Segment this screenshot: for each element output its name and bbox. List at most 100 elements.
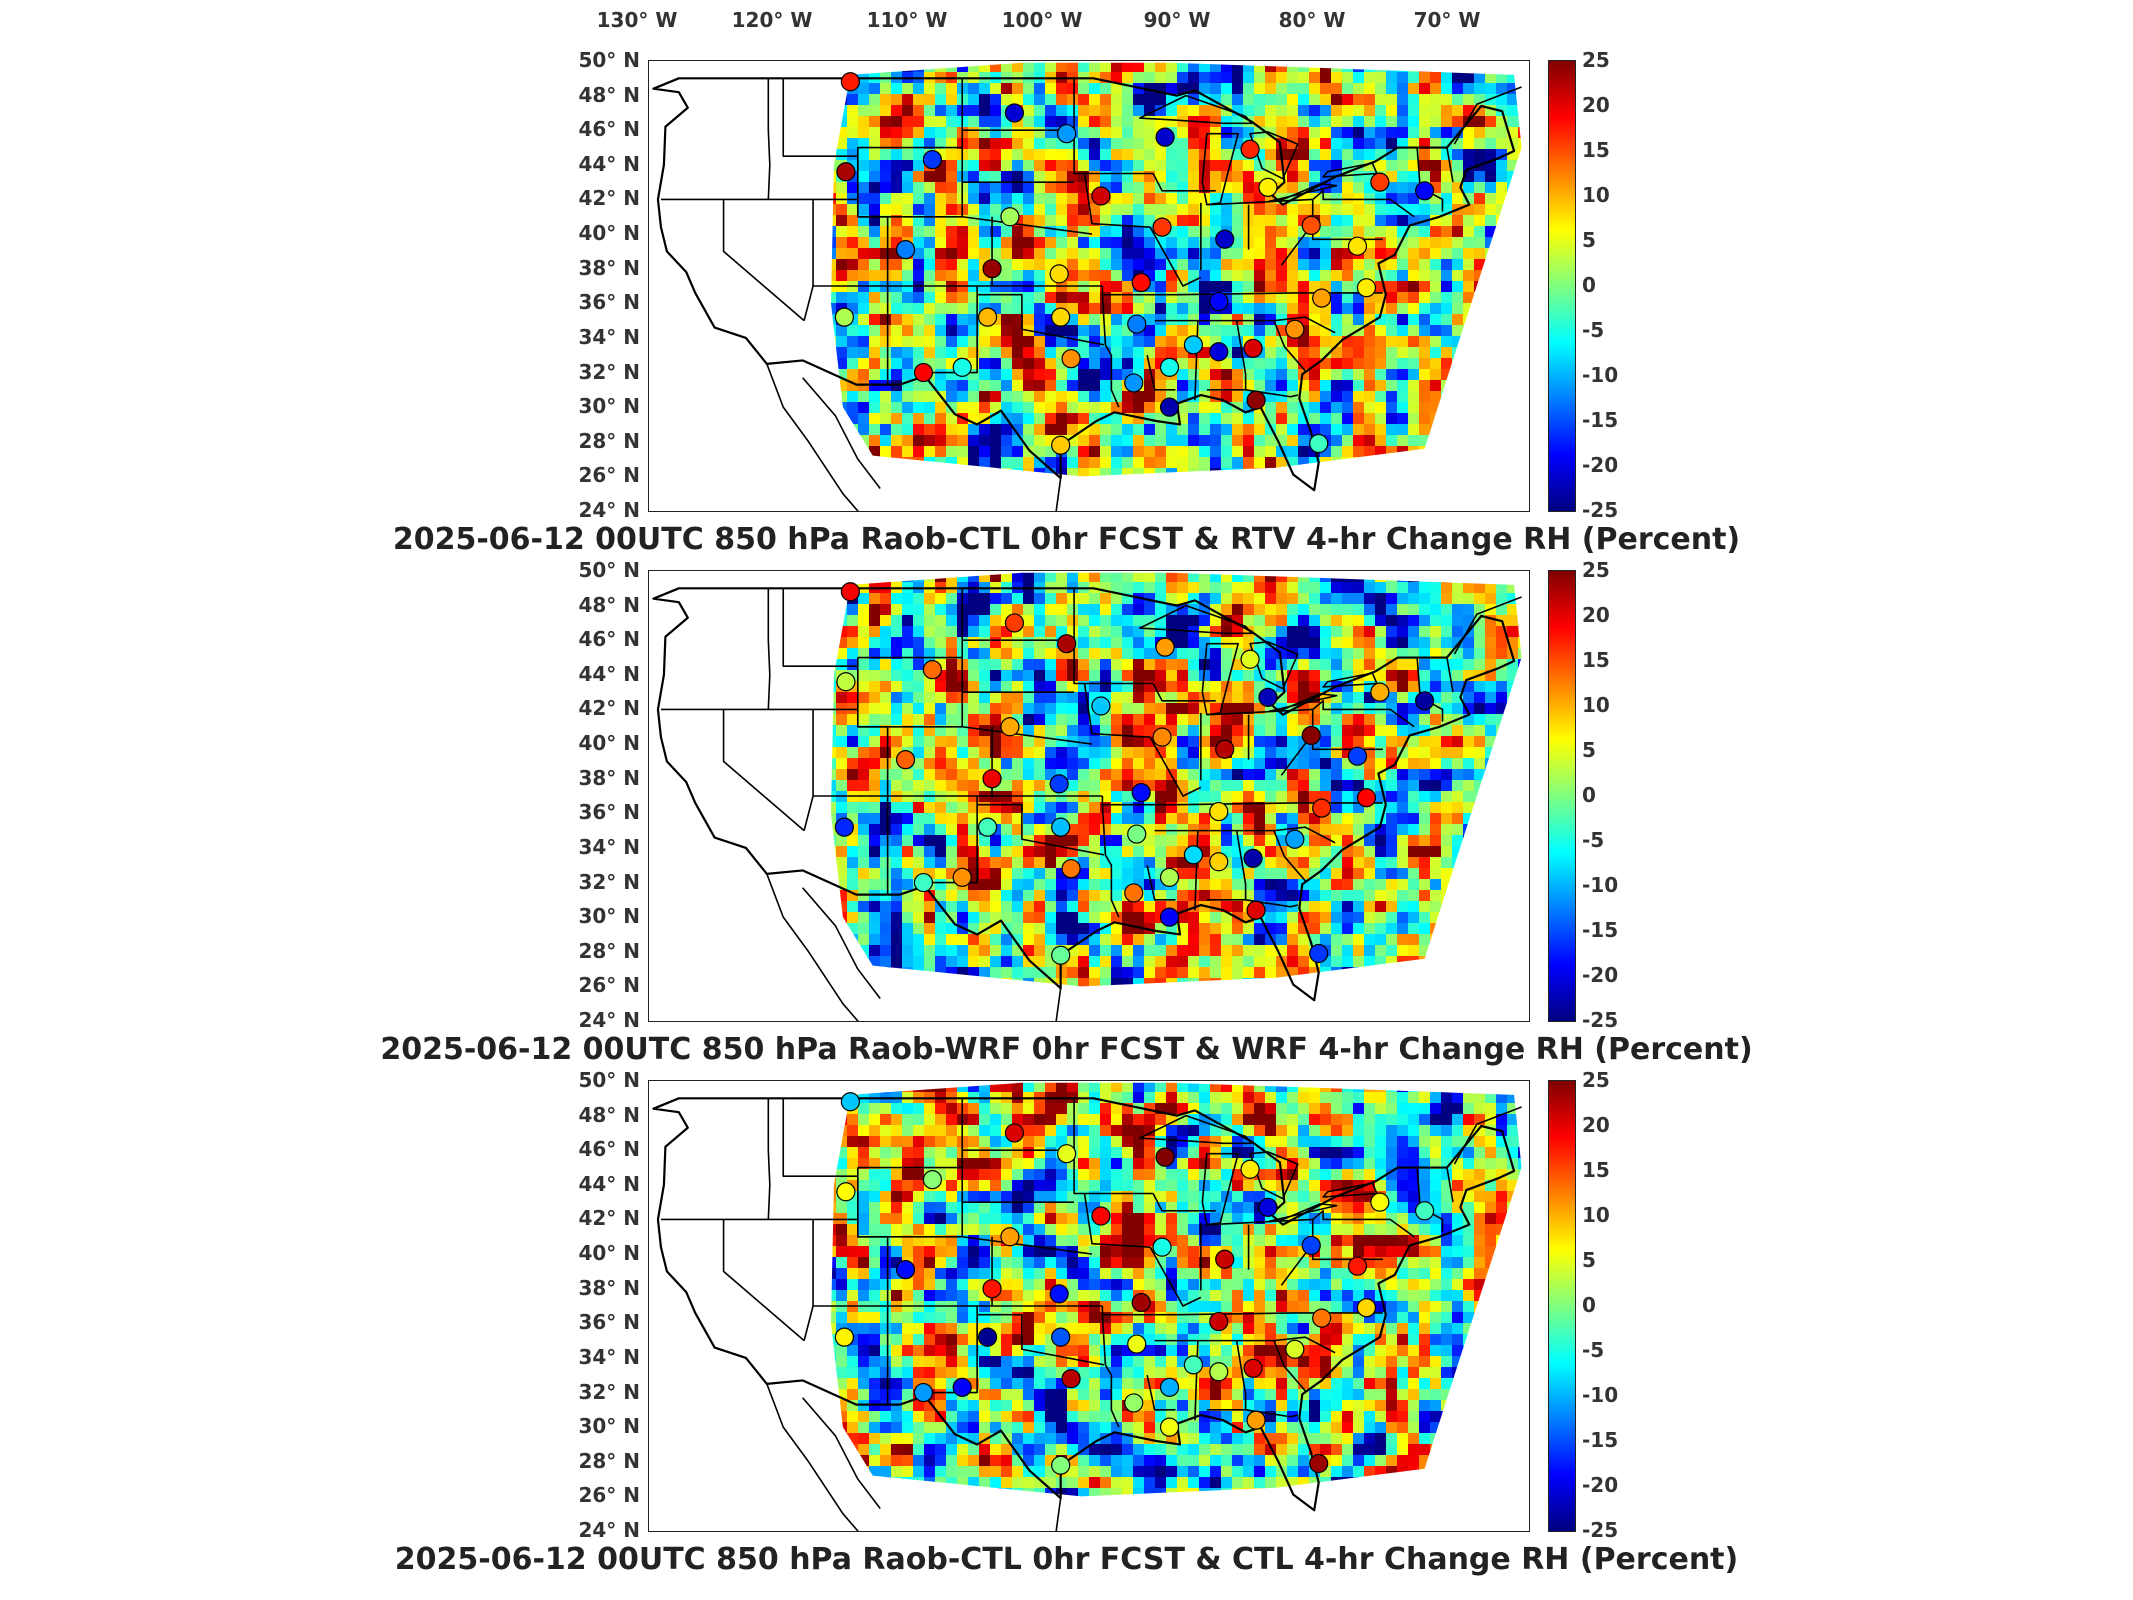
raob-station-marker[interactable] — [836, 1182, 856, 1202]
raob-station-marker[interactable] — [1051, 435, 1071, 455]
raob-station-marker[interactable] — [1246, 390, 1266, 410]
raob-station-marker[interactable] — [1127, 314, 1147, 334]
raob-station-marker[interactable] — [1155, 127, 1175, 147]
raob-station-marker[interactable] — [1243, 338, 1263, 358]
raob-station-marker[interactable] — [1051, 1327, 1071, 1347]
raob-station-marker[interactable] — [840, 582, 860, 602]
raob-station-marker[interactable] — [1000, 1227, 1020, 1247]
raob-station-marker[interactable] — [1061, 859, 1081, 879]
raob-station-marker[interactable] — [834, 1327, 854, 1347]
raob-station-marker[interactable] — [1209, 852, 1229, 872]
raob-station-marker[interactable] — [982, 259, 1002, 279]
raob-station-marker[interactable] — [1183, 335, 1204, 355]
raob-station-marker[interactable] — [1004, 1123, 1025, 1143]
raob-station-marker[interactable] — [1124, 883, 1144, 903]
raob-station-marker[interactable] — [977, 817, 998, 837]
rh-change-map[interactable] — [648, 60, 1530, 512]
raob-station-marker[interactable] — [1246, 1410, 1266, 1430]
raob-station-marker[interactable] — [840, 1092, 860, 1112]
raob-station-marker[interactable] — [952, 867, 972, 887]
raob-station-marker[interactable] — [1356, 1298, 1377, 1318]
raob-station-marker[interactable] — [1209, 801, 1229, 822]
raob-station-marker[interactable] — [1152, 727, 1172, 747]
raob-station-marker[interactable] — [834, 307, 854, 327]
raob-station-marker[interactable] — [1209, 1362, 1229, 1382]
raob-station-marker[interactable] — [1159, 397, 1180, 417]
raob-station-marker[interactable] — [1051, 307, 1071, 327]
raob-station-marker[interactable] — [1124, 1393, 1144, 1413]
raob-station-marker[interactable] — [1051, 1455, 1071, 1475]
raob-station-marker[interactable] — [1243, 848, 1263, 868]
raob-station-marker[interactable] — [1347, 1256, 1368, 1276]
raob-station-marker[interactable] — [1091, 1206, 1111, 1226]
raob-station-marker[interactable] — [1159, 867, 1180, 887]
raob-station-marker[interactable] — [952, 1377, 972, 1397]
raob-station-marker[interactable] — [1414, 1201, 1435, 1221]
raob-station-marker[interactable] — [1215, 739, 1235, 759]
raob-station-marker[interactable] — [1246, 900, 1266, 920]
raob-station-marker[interactable] — [1127, 1334, 1147, 1354]
raob-station-marker[interactable] — [1159, 357, 1180, 377]
raob-station-marker[interactable] — [840, 72, 860, 92]
raob-station-marker[interactable] — [1091, 696, 1111, 716]
raob-station-marker[interactable] — [1057, 124, 1077, 144]
raob-station-marker[interactable] — [1240, 139, 1260, 159]
raob-station-marker[interactable] — [1312, 288, 1332, 308]
raob-station-marker[interactable] — [1155, 637, 1175, 657]
raob-station-marker[interactable] — [922, 1170, 942, 1190]
raob-station-marker[interactable] — [1312, 798, 1332, 818]
raob-station-marker[interactable] — [1057, 1144, 1077, 1164]
raob-station-marker[interactable] — [1131, 272, 1151, 293]
raob-station-marker[interactable] — [952, 357, 972, 377]
raob-station-marker[interactable] — [1049, 1284, 1069, 1304]
raob-station-marker[interactable] — [1312, 1308, 1332, 1328]
raob-station-marker[interactable] — [1057, 634, 1077, 654]
raob-station-marker[interactable] — [1051, 817, 1071, 837]
raob-station-marker[interactable] — [1131, 782, 1151, 803]
raob-station-marker[interactable] — [1155, 1147, 1175, 1167]
raob-station-marker[interactable] — [1240, 1159, 1260, 1179]
raob-station-marker[interactable] — [982, 1279, 1002, 1299]
raob-station-marker[interactable] — [1356, 278, 1377, 298]
raob-station-marker[interactable] — [1049, 774, 1069, 794]
raob-station-marker[interactable] — [1414, 691, 1435, 711]
raob-station-marker[interactable] — [1301, 215, 1321, 236]
raob-station-marker[interactable] — [1000, 207, 1020, 227]
raob-station-marker[interactable] — [1370, 172, 1390, 192]
raob-station-marker[interactable] — [1301, 1235, 1321, 1256]
raob-station-marker[interactable] — [1159, 907, 1180, 927]
raob-station-marker[interactable] — [1370, 1192, 1390, 1212]
raob-station-marker[interactable] — [836, 162, 856, 182]
raob-station-marker[interactable] — [1285, 829, 1305, 849]
raob-station-marker[interactable] — [1183, 1355, 1204, 1375]
raob-station-marker[interactable] — [1215, 1249, 1235, 1269]
raob-station-marker[interactable] — [1347, 746, 1368, 766]
raob-station-marker[interactable] — [1000, 717, 1020, 737]
raob-station-marker[interactable] — [1183, 845, 1204, 865]
raob-station-marker[interactable] — [1152, 1237, 1172, 1257]
raob-station-marker[interactable] — [1285, 1339, 1305, 1359]
raob-station-marker[interactable] — [1049, 264, 1069, 284]
raob-station-marker[interactable] — [977, 307, 998, 327]
rh-change-map[interactable] — [648, 1080, 1530, 1532]
raob-station-marker[interactable] — [1127, 824, 1147, 844]
raob-station-marker[interactable] — [1209, 291, 1229, 312]
raob-station-marker[interactable] — [1152, 217, 1172, 237]
raob-station-marker[interactable] — [1159, 1417, 1180, 1437]
raob-station-marker[interactable] — [1124, 373, 1144, 393]
raob-station-marker[interactable] — [1258, 687, 1278, 707]
raob-station-marker[interactable] — [1414, 181, 1435, 201]
raob-station-marker[interactable] — [1215, 229, 1235, 249]
raob-station-marker[interactable] — [895, 240, 916, 260]
raob-station-marker[interactable] — [1356, 788, 1377, 808]
raob-station-marker[interactable] — [1258, 1197, 1278, 1217]
raob-station-marker[interactable] — [1309, 943, 1329, 964]
raob-station-marker[interactable] — [1131, 1292, 1151, 1313]
raob-station-marker[interactable] — [1370, 682, 1390, 702]
raob-station-marker[interactable] — [1159, 1377, 1180, 1397]
raob-station-marker[interactable] — [1061, 1369, 1081, 1389]
raob-station-marker[interactable] — [1301, 725, 1321, 746]
raob-station-marker[interactable] — [834, 817, 854, 837]
raob-station-marker[interactable] — [1347, 236, 1368, 256]
raob-station-marker[interactable] — [1061, 349, 1081, 369]
